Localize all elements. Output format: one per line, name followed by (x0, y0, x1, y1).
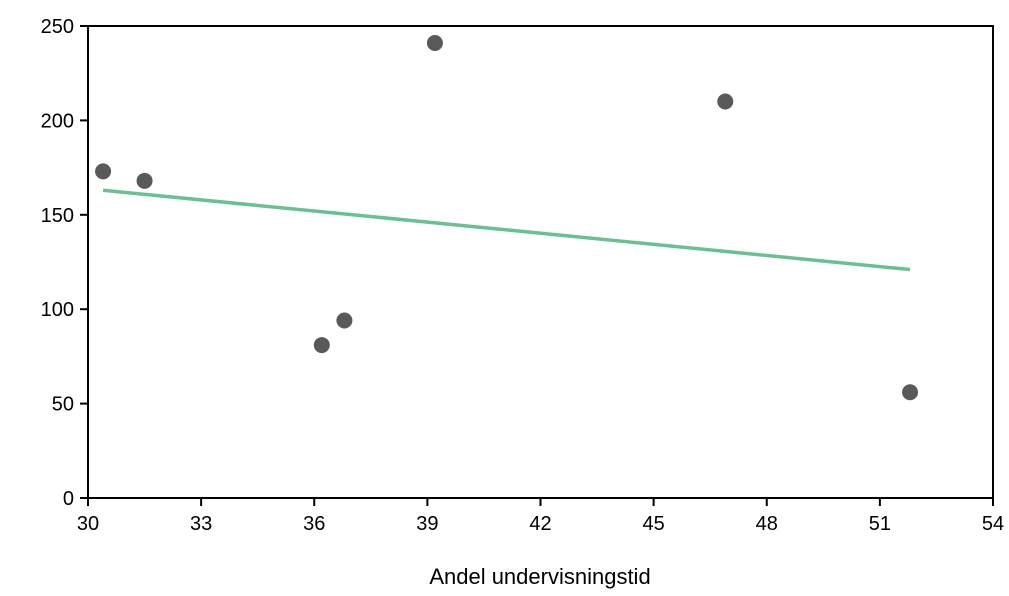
x-tick-label-0: 30 (77, 513, 99, 535)
data-point-5 (717, 93, 734, 110)
data-points (95, 34, 919, 401)
x-axis-tick-labels: 30 33 36 39 42 45 48 51 54 (77, 513, 1004, 535)
y-tick-label-4: 200 (41, 110, 74, 132)
x-tick-label-3: 39 (416, 513, 438, 535)
data-point-0 (95, 163, 112, 180)
x-tick-label-5: 45 (643, 513, 665, 535)
x-tick-label-2: 36 (303, 513, 325, 535)
data-point-1 (136, 172, 153, 189)
data-point-6 (902, 384, 919, 401)
data-point-4 (426, 34, 443, 51)
data-point-2 (313, 337, 330, 354)
x-tick-label-4: 42 (529, 513, 551, 535)
plot-area-frame (87, 25, 994, 499)
y-tick-label-2: 100 (41, 299, 74, 321)
y-axis-ticks (80, 25, 88, 499)
x-axis-ticks (87, 498, 994, 506)
y-tick-label-0: 0 (63, 488, 74, 510)
x-tick-label-7: 51 (869, 513, 891, 535)
trendline (102, 188, 911, 272)
x-tick-label-8: 54 (982, 513, 1004, 535)
x-axis-title: Andel undervisningstid (429, 564, 650, 589)
x-tick-label-1: 33 (190, 513, 212, 535)
y-tick-label-5: 250 (41, 16, 74, 38)
y-tick-label-1: 50 (52, 394, 74, 416)
y-axis-tick-labels: 0 50 100 150 200 250 (41, 16, 74, 510)
x-tick-label-6: 48 (756, 513, 778, 535)
y-tick-label-3: 150 (41, 205, 74, 227)
data-point-3 (336, 312, 353, 329)
